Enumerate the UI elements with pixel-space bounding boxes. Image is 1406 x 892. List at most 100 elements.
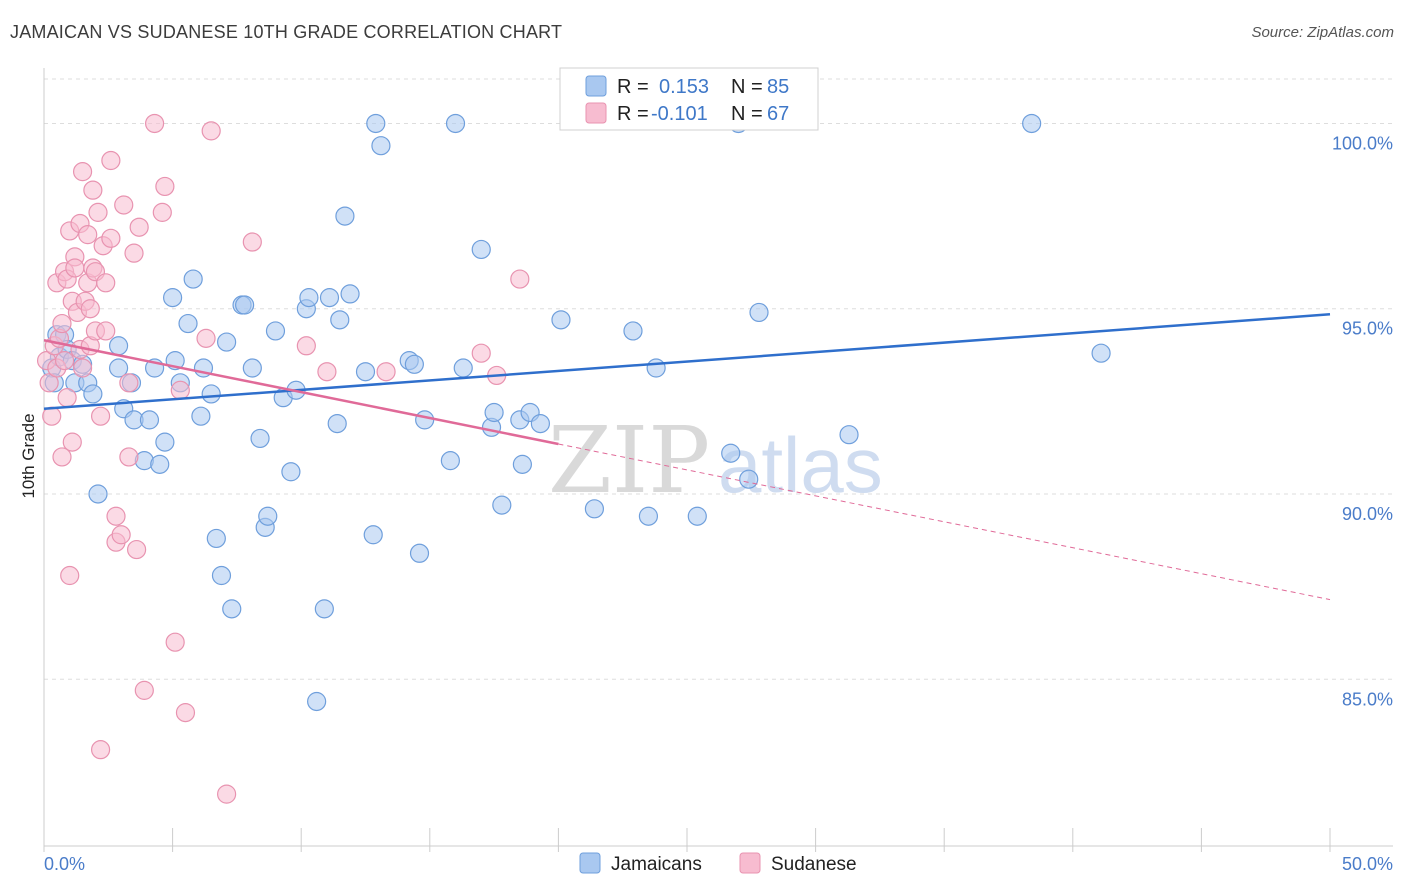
jamaican-point-35	[235, 295, 255, 315]
sudanese-point-14	[60, 565, 80, 586]
jamaican-point-47	[314, 599, 334, 619]
jamaican-point-63	[453, 358, 473, 378]
axes-layer: 85.0% 90.0% 95.0% 100.0%	[43, 68, 1393, 852]
jamaican-point-26	[183, 269, 203, 289]
sudanese-point-18	[65, 258, 85, 278]
jamaican-point-61	[440, 451, 460, 471]
sudanese-point-35	[90, 740, 111, 760]
chart-title: JAMAICAN VS SUDANESE 10TH GRADE CORRELAT…	[10, 22, 563, 42]
jamaican-point-48	[319, 288, 340, 308]
jamaican-point-36	[242, 358, 262, 378]
jamaican-point-53	[355, 362, 376, 382]
jamaican-point-66	[484, 402, 504, 423]
sudanese-point-56	[175, 703, 196, 723]
jamaican-point-32	[217, 332, 237, 352]
sudanese-point-26	[78, 225, 98, 245]
sudanese-point-38	[96, 321, 116, 341]
sudanese-point-34	[90, 406, 111, 426]
y-axis-label: 10th Grade	[19, 413, 38, 498]
source-label: Source: ZipAtlas.com	[1251, 24, 1394, 41]
sudanese-point-7	[52, 447, 72, 467]
legend-n-value-2: 67	[767, 103, 789, 125]
sudanese-point-64	[471, 343, 491, 363]
series-legend: Jamaicans Sudanese	[579, 852, 857, 875]
jamaican-point-49	[327, 413, 347, 434]
sudanese-point-29	[83, 180, 103, 200]
sudanese-point-44	[114, 195, 134, 215]
sudanese-point-28	[80, 299, 100, 319]
sudanese-point-22	[72, 358, 93, 378]
sudanese-point-49	[129, 217, 149, 237]
sudanese-point-66	[510, 269, 530, 289]
sudanese-point-50	[134, 680, 154, 700]
sudanese-point-51	[144, 113, 165, 134]
sudanese-point-54	[165, 632, 185, 652]
sudanese-point-63	[376, 362, 396, 382]
sudanese-point-39	[101, 228, 121, 248]
series-legend-swatch-sudanese	[739, 852, 761, 874]
jamaican-point-25	[178, 313, 198, 334]
legend-r-value-1: 0.153	[659, 76, 709, 98]
legend-n-label-2: N =	[731, 103, 763, 125]
jamaican-point-22	[163, 288, 183, 308]
jamaican-point-76	[646, 358, 666, 378]
sudanese-point-60	[242, 232, 262, 252]
jamaican-point-42	[281, 462, 301, 482]
sudanese-point-47	[124, 243, 144, 263]
sudanese-point-55	[170, 380, 190, 400]
jamaican-point-46	[307, 691, 327, 712]
jamaican-point-82	[839, 425, 859, 445]
sudanese-point-61	[296, 336, 316, 356]
jamaican-point-11	[88, 484, 108, 504]
jamaican-point-72	[551, 310, 571, 330]
trend-layer	[43, 313, 1331, 601]
trend-line-sudanese	[43, 338, 559, 446]
sudanese-point-58	[201, 121, 221, 141]
jamaican-point-45	[299, 288, 319, 308]
jamaican-point-83	[1022, 113, 1042, 134]
y-tick-label-90: 90.0%	[1342, 504, 1393, 524]
jamaican-point-39	[258, 506, 278, 526]
sudanese-point-23	[72, 162, 93, 182]
legend-r-value-2: -0.101	[651, 103, 708, 125]
correlation-legend: R = 0.153 N = 85 R = -0.101 N = 67	[559, 67, 819, 131]
sudanese-point-12	[57, 388, 77, 408]
legend-swatch-blue	[585, 75, 607, 97]
legend-n-value-1: 85	[767, 76, 789, 98]
sudanese-point-52	[152, 202, 172, 222]
jamaican-point-21	[155, 432, 175, 452]
jamaican-point-77	[687, 506, 707, 526]
jamaican-point-73	[584, 499, 605, 519]
jamaican-point-75	[638, 506, 659, 526]
x-tick-label-max: 50.0%	[1342, 854, 1393, 874]
sudanese-point-41	[106, 506, 126, 526]
watermark-zip: ZIP	[548, 407, 710, 514]
jamaican-point-31	[211, 565, 232, 586]
jamaican-point-80	[739, 469, 759, 489]
jamaican-point-52	[340, 284, 360, 304]
jamaican-point-40	[265, 321, 286, 341]
sudanese-point-10	[54, 351, 75, 371]
sudanese-point-33	[88, 202, 108, 222]
sudanese-point-8	[52, 313, 72, 334]
jamaican-point-27	[191, 406, 211, 426]
jamaican-point-67	[492, 495, 512, 515]
jamaican-point-13	[108, 358, 129, 378]
jamaican-point-20	[150, 454, 170, 474]
sudanese-point-53	[155, 176, 175, 197]
jamaican-point-37	[250, 428, 270, 449]
legend-n-label-1: N =	[731, 76, 763, 98]
jamaican-point-54	[363, 525, 383, 545]
sudanese-point-59	[217, 784, 237, 804]
trend-line-jamaicans	[43, 313, 1331, 411]
sudanese-point-37	[96, 273, 116, 293]
jamaican-point-33	[222, 599, 242, 619]
jamaican-point-69	[512, 454, 532, 474]
jamaican-point-50	[330, 310, 350, 330]
trend-line-sudanese-extrapolated	[558, 443, 1331, 601]
y-tick-label-95: 95.0%	[1342, 319, 1393, 339]
jamaican-point-78	[721, 443, 741, 463]
points-layer	[36, 113, 1111, 804]
jamaican-point-12	[108, 336, 129, 356]
